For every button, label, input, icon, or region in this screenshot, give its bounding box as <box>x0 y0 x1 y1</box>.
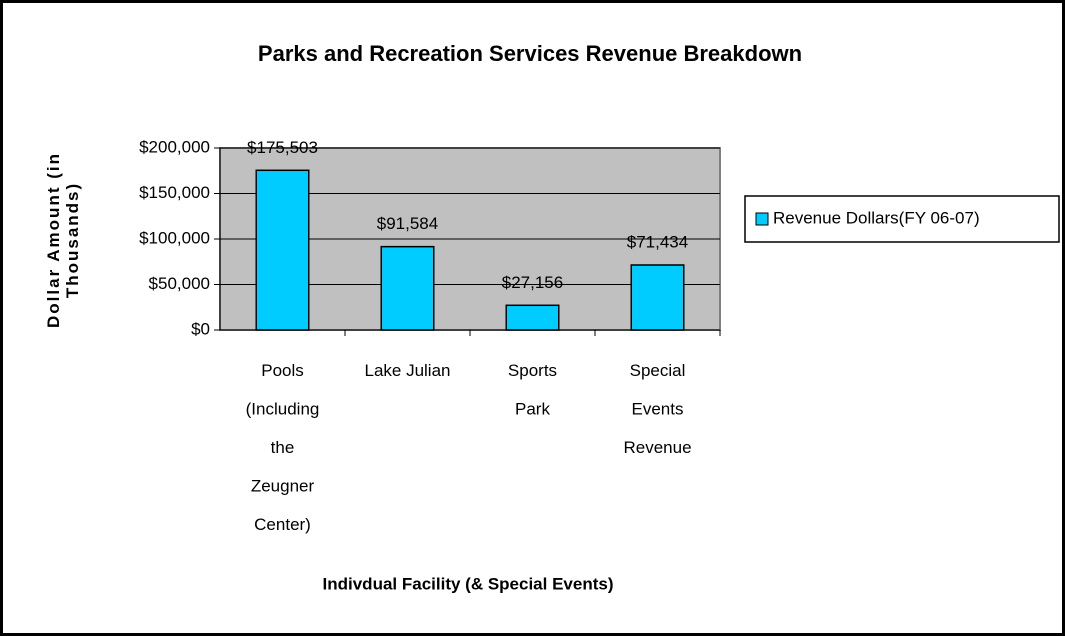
bar <box>630 264 685 331</box>
y-tick-label: $50,000 <box>149 274 210 293</box>
bar <box>380 245 435 331</box>
data-label: $91,584 <box>377 214 438 233</box>
y-tick-label: $0 <box>191 319 210 338</box>
bar <box>255 169 310 331</box>
data-label: $175,503 <box>247 138 318 157</box>
legend-box <box>744 195 1060 243</box>
x-axis-title: Indivdual Facility (& Special Events) <box>323 574 614 593</box>
bar <box>505 304 560 331</box>
x-tick-label: Sports Park <box>508 361 557 419</box>
y-tick-label: $150,000 <box>139 183 210 202</box>
legend-label: Revenue Dollars(FY 06-07) <box>773 208 980 227</box>
x-tick-label: Pools (Including the Zeugner Center) <box>246 361 320 534</box>
data-label: $71,434 <box>627 232 688 251</box>
y-tick-label: $200,000 <box>139 137 210 156</box>
x-tick-label: Lake Julian <box>364 361 450 380</box>
data-label: $27,156 <box>502 273 563 292</box>
x-tick-label: Special Events Revenue <box>623 361 691 457</box>
chart-title: Parks and Recreation Services Revenue Br… <box>258 41 802 66</box>
y-tick-label: $100,000 <box>139 228 210 247</box>
legend-swatch <box>755 212 769 226</box>
y-axis-title: Dollar Amount (inThousands) <box>44 152 82 328</box>
